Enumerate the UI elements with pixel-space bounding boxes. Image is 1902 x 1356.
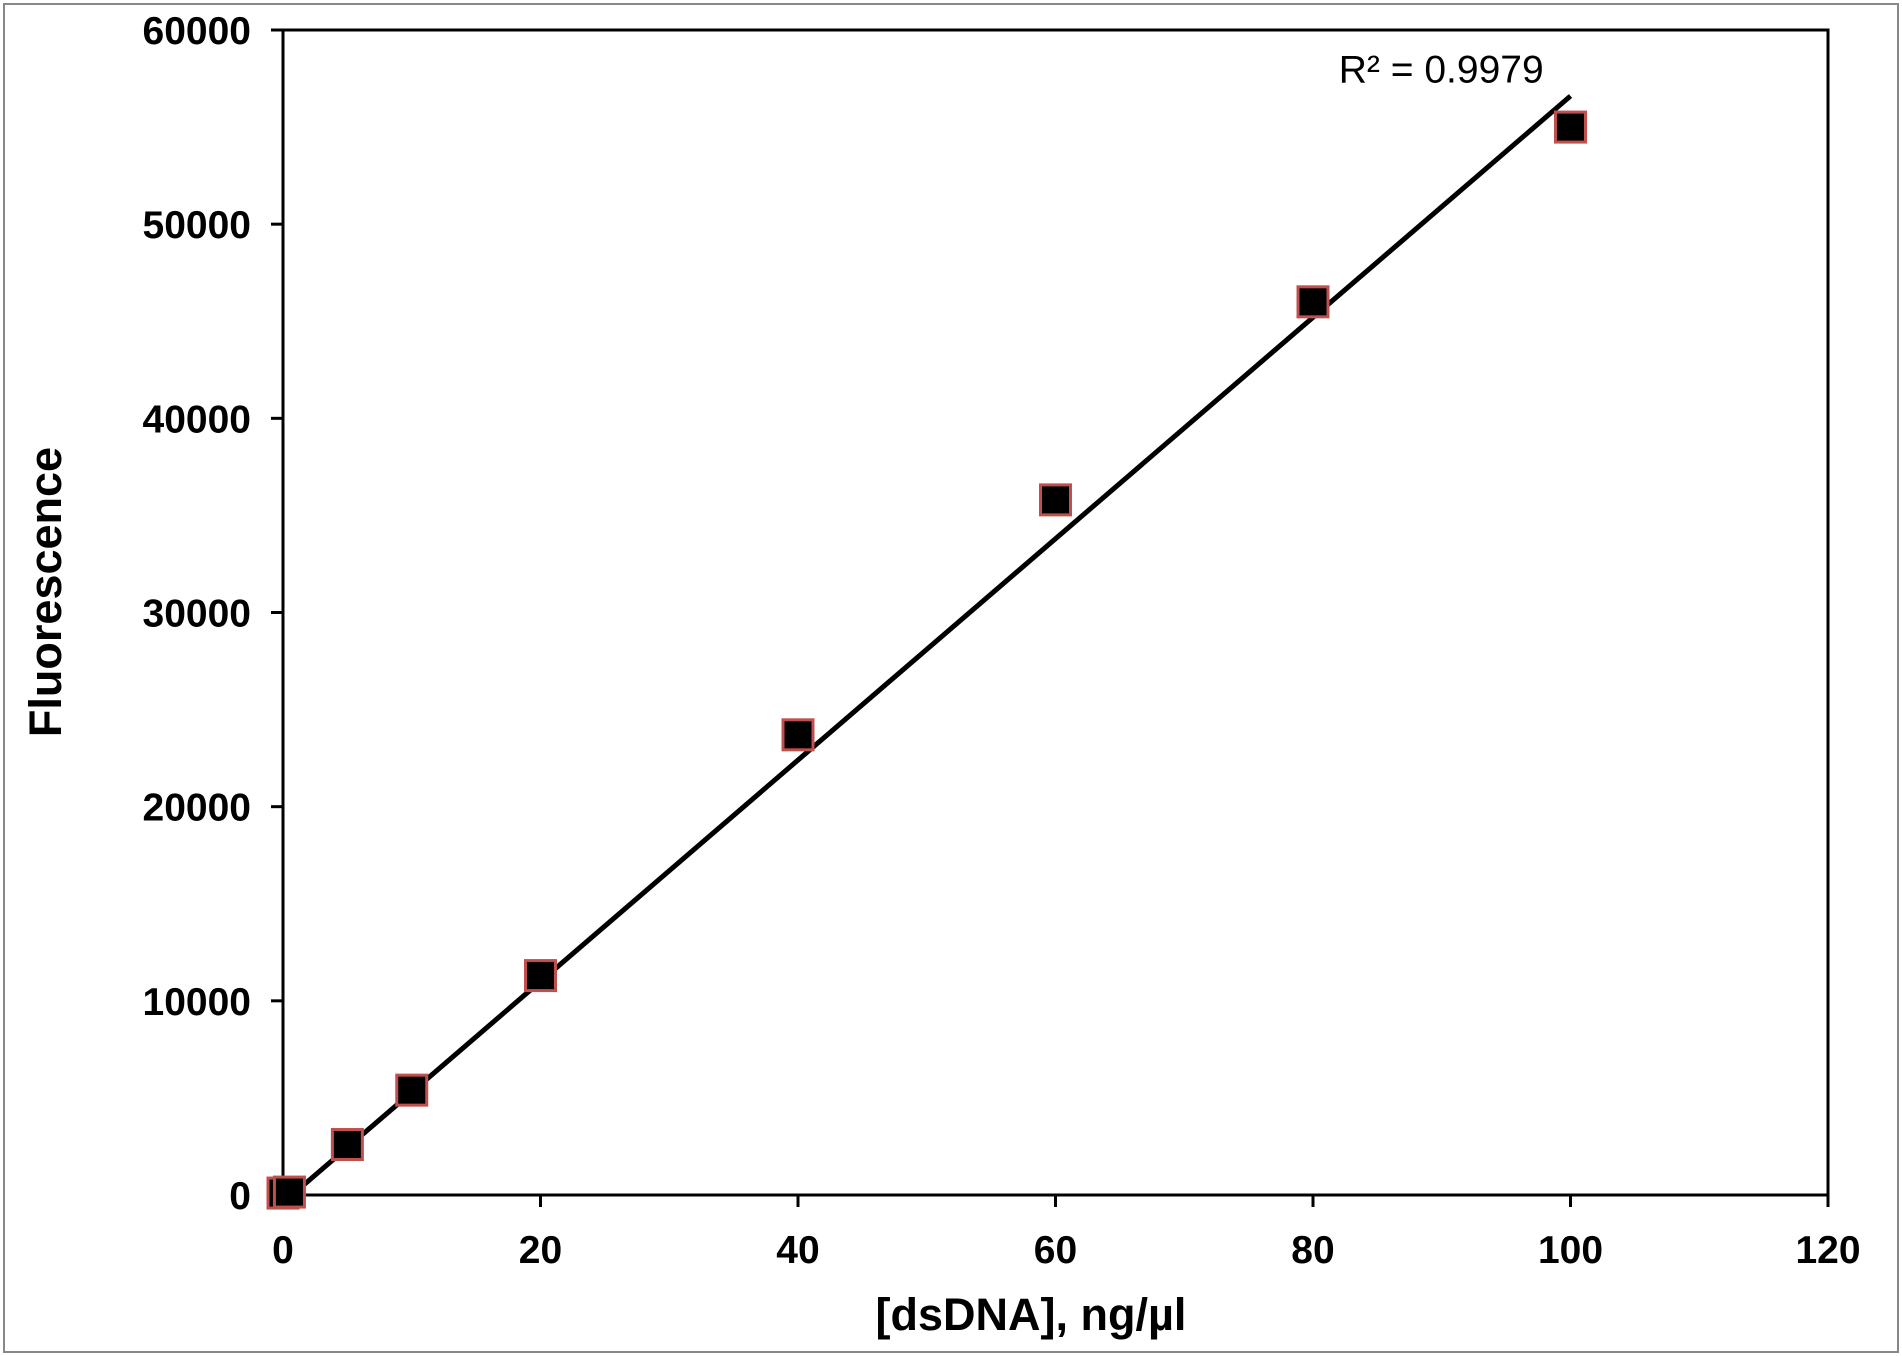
data-point (1554, 110, 1587, 144)
y-tick-label: 30000 (143, 593, 251, 636)
y-tick-label: 60000 (143, 10, 251, 53)
data-point (1296, 285, 1330, 319)
data-point (330, 1128, 364, 1162)
x-axis-title: [dsDNA], ng/µl (876, 1289, 1187, 1340)
y-tick-label: 40000 (143, 398, 251, 441)
x-tick-label: 60 (1034, 1229, 1077, 1272)
y-tick-label: 20000 (143, 787, 251, 830)
x-axis-ticks (281, 1195, 1830, 1207)
data-point (781, 718, 815, 752)
x-tick-label: 80 (1291, 1229, 1334, 1272)
data-point (1039, 483, 1072, 517)
y-tick-label: 10000 (143, 981, 251, 1024)
data-point (272, 1175, 306, 1209)
r-squared-annotation: R² = 0.9979 (1339, 48, 1544, 91)
y-tick-label: 0 (229, 1175, 251, 1218)
y-axis-tick-labels: 0 10000 20000 30000 40000 50000 60000 (143, 10, 251, 1218)
data-points (266, 110, 1587, 1210)
y-tick-label: 50000 (143, 204, 251, 247)
y-axis-title: Fluorescence (20, 447, 71, 737)
plot-area (281, 28, 1830, 1197)
x-tick-label: 0 (272, 1229, 294, 1272)
x-tick-label: 100 (1538, 1229, 1603, 1272)
x-tick-label: 20 (519, 1229, 562, 1272)
trendline (290, 94, 1573, 1197)
x-tick-label: 40 (776, 1229, 819, 1272)
data-point (395, 1073, 429, 1107)
x-axis-tick-labels: 0 20 40 60 80 100 120 (272, 1229, 1860, 1272)
x-tick-label: 120 (1795, 1229, 1860, 1272)
data-point (524, 959, 557, 993)
